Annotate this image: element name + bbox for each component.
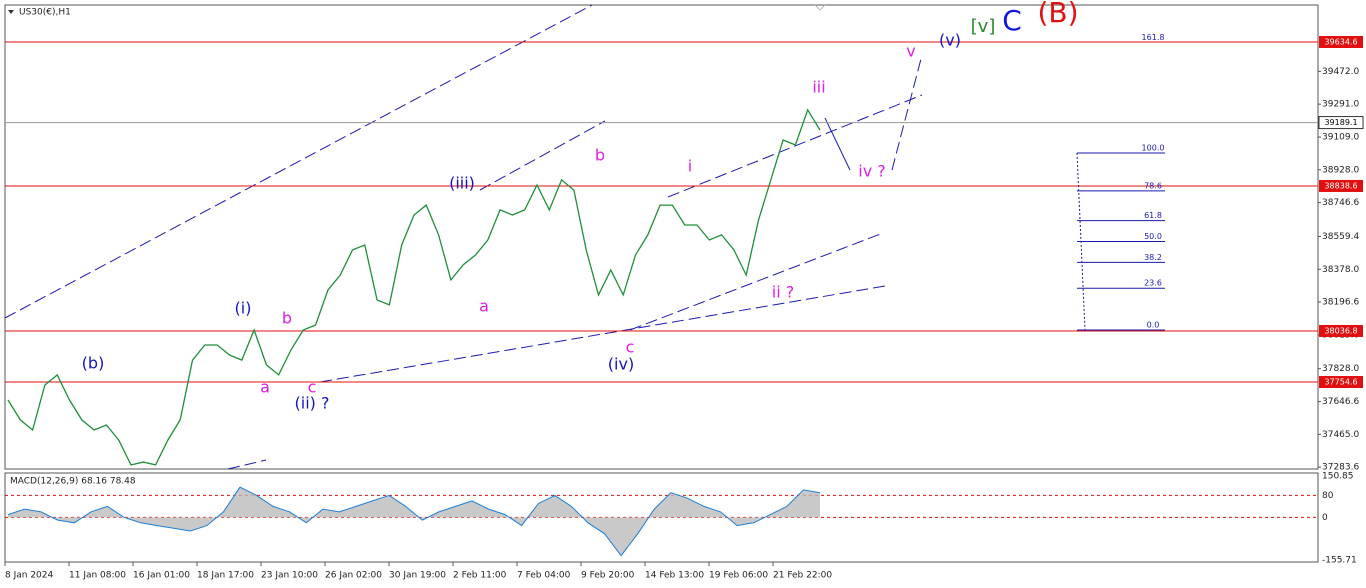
y-tick-label: 38378.0: [1322, 265, 1359, 275]
y-tick-label: 38746.6: [1322, 198, 1359, 208]
price-panel: [4, 4, 1319, 470]
y-tick-label: 37828.0: [1322, 364, 1359, 374]
level-tag: [1319, 376, 1363, 389]
x-tick-label: 2 Feb 11:00: [453, 571, 507, 581]
wave-label: c: [626, 338, 635, 357]
wave-label: iv ?: [858, 162, 886, 181]
last-price-label: 39189.1: [1324, 118, 1357, 127]
wave-label: ii ?: [772, 283, 794, 302]
wave-label: a: [260, 378, 270, 397]
level-tag: [1319, 179, 1363, 192]
x-tick-label: 21 Feb 22:00: [773, 571, 832, 581]
x-tick-label: 26 Jan 02:00: [325, 571, 382, 581]
chart-title: US30(€),H1: [19, 8, 71, 18]
fib-label: 61.8: [1144, 211, 1162, 220]
y-tick-label: 38196.6: [1322, 298, 1359, 308]
x-tick-label: 9 Feb 20:00: [581, 571, 635, 581]
wave-label: [v]: [971, 16, 996, 37]
y-tick-label: 80: [1322, 491, 1334, 501]
trend-line: [667, 94, 923, 198]
macd-title: MACD(12,26,9) 68.16 78.48: [10, 477, 136, 487]
scroll-marker: [819, 4, 826, 11]
x-tick-label: 16 Jan 01:00: [133, 571, 190, 581]
y-tick-label: 38559.4: [1322, 232, 1359, 242]
scroll-marker: [814, 4, 821, 11]
y-tick-label: 38928.0: [1322, 165, 1359, 175]
level-label: 38036.8: [1324, 326, 1357, 335]
y-tick-label: -155.71: [1322, 556, 1357, 566]
level-label: 38838.6: [1324, 181, 1357, 190]
wave-label: a: [479, 297, 489, 316]
trend-line: [4, 4, 593, 319]
wave-label: (v): [939, 31, 961, 50]
y-tick-label: 39472.0: [1322, 67, 1359, 77]
price-line: [7, 108, 821, 466]
wave-label: (ii) ?: [295, 394, 330, 413]
fib-label: 23.6: [1144, 279, 1162, 288]
fib-label: 100.0: [1142, 144, 1165, 153]
last-price-tag: [1318, 116, 1364, 130]
wave-label: b: [595, 146, 605, 165]
fib-label: 78.6: [1144, 181, 1162, 190]
fib-label: 38.2: [1144, 253, 1162, 262]
trend-line: [319, 285, 886, 383]
y-tick-label: 39291.0: [1322, 100, 1359, 110]
fib-label: 50.0: [1144, 232, 1162, 241]
trend-line: [479, 120, 606, 191]
level-tag: [1319, 36, 1363, 49]
wave-label: i: [688, 157, 692, 176]
menu-arrow[interactable]: [8, 10, 14, 14]
macd-area: [8, 487, 820, 556]
wave-label: C: [1002, 4, 1022, 37]
wave-label: (iii): [449, 174, 475, 193]
x-tick-label: 11 Jan 08:00: [69, 571, 126, 581]
x-tick-label: 23 Jan 10:00: [261, 571, 318, 581]
y-tick-label: 37646.6: [1322, 397, 1359, 407]
wave-label: iii: [812, 78, 825, 97]
trend-lines: [4, 4, 923, 470]
level-tag: [1319, 324, 1363, 337]
level-label: 39634.6: [1324, 38, 1357, 47]
projection: [824, 117, 851, 171]
y-tick-label: 150.85: [1322, 472, 1354, 482]
fib-label: 0.0: [1147, 321, 1160, 330]
wave-label: (b): [82, 354, 105, 373]
x-tick-label: 8 Jan 2024: [5, 571, 53, 581]
x-tick-label: 18 Jan 17:00: [197, 571, 254, 581]
x-tick-label: 19 Feb 06:00: [709, 571, 768, 581]
y-tick-label: 37465.0: [1322, 430, 1359, 440]
wave-label: (iv): [608, 355, 634, 374]
x-tick-label: 30 Jan 19:00: [389, 571, 446, 581]
y-tick-label: 37283.6: [1322, 463, 1359, 473]
x-tick-label: 7 Feb 04:00: [517, 571, 571, 581]
wave-label: b: [282, 309, 292, 328]
macd-line: [7, 486, 821, 557]
trend-line: [629, 232, 884, 331]
y-tick-label: 0: [1322, 513, 1328, 523]
y-tick-label: 39109.0: [1322, 133, 1359, 143]
fib-label: 161.8: [1142, 33, 1165, 42]
x-tick-label: 14 Feb 13:00: [645, 571, 704, 581]
wave-label: v: [906, 42, 915, 61]
trend-line: [227, 459, 267, 470]
wave-label: (i): [235, 299, 252, 318]
projection: [891, 54, 923, 171]
level-label: 37754.6: [1324, 378, 1357, 387]
fib-axis: [1076, 152, 1086, 331]
wave-label: (B): [1037, 0, 1078, 29]
wave-label: c: [308, 378, 317, 397]
